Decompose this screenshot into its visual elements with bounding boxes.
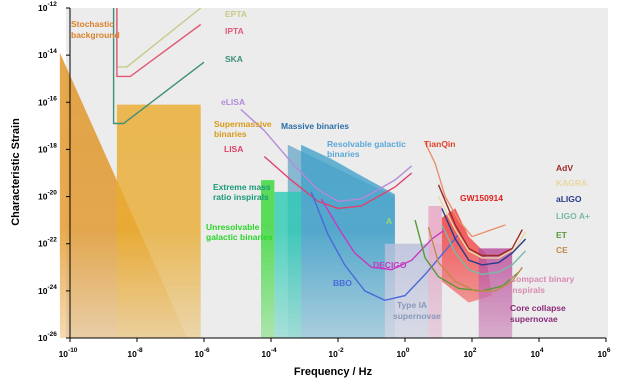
label-unresolvable: Unresolvable — [206, 222, 260, 232]
label-compact-binary: Compact binary — [510, 274, 575, 284]
label-aligo: aLIGO — [556, 194, 582, 204]
label-extreme-mass: Extreme mass — [213, 182, 271, 192]
y-tick-label: 10-18 — [38, 142, 57, 154]
x-axis-label: Frequency / Hz — [294, 366, 373, 378]
curve-tianqin — [424, 142, 506, 238]
label-epta: EPTA — [225, 9, 247, 19]
x-tick-label: 10-2 — [328, 347, 344, 359]
label-ipta: IPTA — [225, 26, 244, 36]
label-ratio-inspirals: ratio inspirals — [213, 192, 269, 202]
curve-kagra — [437, 196, 527, 259]
label-resolvable-galactic: Resolvable galactic — [327, 139, 406, 149]
curve-bbo — [310, 191, 460, 302]
label-kagra: KAGRA — [556, 178, 587, 188]
label-gw150914: GW150914 — [460, 193, 503, 203]
x-tick-label: 106 — [597, 347, 610, 359]
source-region-extreme-mass-ratio-inspirals — [274, 191, 302, 338]
y-axis-label: Characteristic Strain — [10, 118, 22, 226]
y-tick-label: 10-24 — [38, 284, 57, 296]
y-tick-label: 10-22 — [38, 237, 57, 249]
label-massive-binaries: Massive binaries — [281, 121, 349, 131]
label-inspirals: inspirals — [510, 285, 545, 295]
curve-ce — [427, 227, 523, 292]
label-a: A — [386, 216, 392, 226]
curve-elisa — [240, 108, 413, 203]
x-tick-label: 10-6 — [194, 347, 210, 359]
curve-aligo — [441, 208, 527, 266]
label-adv: AdV — [556, 163, 573, 173]
label-binaries: binaries — [214, 129, 247, 139]
label-tianqin: TianQin — [424, 139, 456, 149]
label-galactic-binaries: galactic binaries — [206, 232, 273, 242]
y-tick-label: 10-20 — [38, 190, 57, 202]
label-binaries: binaries — [327, 149, 360, 159]
label-type-ia: Type IA — [397, 300, 427, 310]
y-tick-label: 10-16 — [38, 95, 57, 107]
label-elisa: eLISA — [221, 97, 245, 107]
source-region-supermassive-binaries — [116, 104, 201, 338]
label-lisa: LISA — [224, 144, 243, 154]
label-ce: CE — [556, 245, 568, 255]
curve-et — [414, 219, 520, 292]
curve-ipta — [116, 8, 202, 78]
label-stochastic: Stochastic — [71, 19, 114, 29]
label-supermassive: Supermassive — [214, 119, 272, 129]
curve-decigo — [320, 198, 446, 271]
source-region-core-collapse-supernovae — [478, 248, 513, 338]
x-tick-label: 10-4 — [261, 347, 277, 359]
y-tick-label: 10-26 — [38, 331, 57, 343]
x-tick-label: 10-10 — [59, 347, 78, 359]
label-supernovae: supernovae — [510, 314, 558, 324]
source-region-type-ia-supernovae — [384, 243, 442, 338]
y-tick-label: 10-12 — [38, 1, 57, 13]
x-tick-label: 10-8 — [127, 347, 143, 359]
x-tick-label: 102 — [463, 347, 476, 359]
label-supernovae: supernovae — [393, 311, 441, 321]
label-bbo: BBO — [333, 278, 352, 288]
label-et: ET — [556, 230, 568, 240]
label-ligo-a: LIGO A+ — [556, 211, 590, 221]
source-region-unresolvable-galactic-binaries — [261, 180, 275, 338]
label-ska: SKA — [225, 54, 243, 64]
y-tick-label: 10-14 — [38, 48, 57, 60]
label-background: background — [71, 30, 120, 40]
curve-lisa — [263, 155, 413, 210]
x-tick-label: 104 — [530, 347, 543, 359]
label-core-collapse: Core collapse — [510, 303, 566, 313]
curve-adv — [437, 184, 523, 257]
x-tick-label: 100 — [396, 347, 409, 359]
curve-ligo-a — [441, 224, 527, 276]
curve-ska — [112, 8, 205, 125]
label-decigo: DECIGO — [373, 260, 407, 270]
